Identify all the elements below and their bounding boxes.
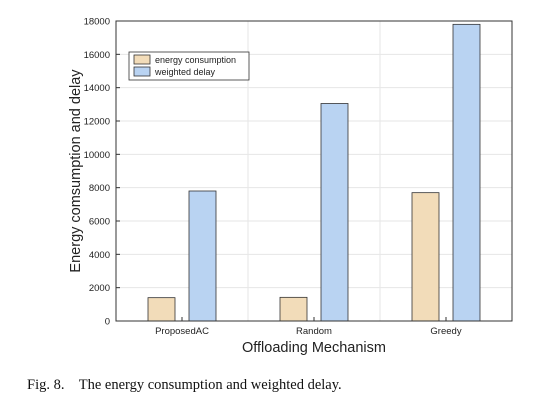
- caption-label: Fig. 8.: [27, 377, 65, 393]
- y-tick-label: 16000: [84, 50, 110, 61]
- bar-weighted-delay: [452, 23, 481, 322]
- bar-energy-consumption: [279, 296, 308, 322]
- y-tick-label: 6000: [89, 217, 110, 228]
- grid-lines: [116, 21, 512, 321]
- y-tick-label: 0: [105, 317, 110, 328]
- y-tick-label: 14000: [84, 83, 110, 94]
- legend: energy consumption weighted delay: [128, 51, 250, 81]
- y-axis-label: Energy comsumption and delay: [68, 69, 84, 273]
- caption-text: The energy consumption and weighted dela…: [78, 377, 342, 393]
- x-axis-ticks: ProposedAC Random Greedy: [155, 317, 462, 337]
- bar-weighted-delay: [188, 190, 217, 322]
- x-tick-label: ProposedAC: [155, 326, 209, 337]
- legend-label: energy consumption: [155, 55, 236, 65]
- bar-energy-consumption: [147, 297, 176, 322]
- bar-energy-consumption: [411, 192, 440, 322]
- bar-weighted-delay: [320, 103, 349, 322]
- x-tick-label: Random: [296, 326, 332, 337]
- y-tick-label: 12000: [84, 117, 110, 128]
- y-tick-label: 18000: [84, 17, 110, 28]
- y-tick-label: 8000: [89, 183, 110, 194]
- x-tick-label: Greedy: [430, 326, 461, 337]
- y-axis-ticks: 0 2000 4000 6000 8000 10000 12000 14000 16000 180…: [84, 17, 120, 328]
- legend-swatch: [133, 54, 151, 65]
- y-tick-label: 10000: [84, 150, 110, 161]
- x-axis-label: Offloading Mechanism: [242, 340, 386, 356]
- legend-swatch: [133, 66, 151, 77]
- y-tick-label: 2000: [89, 283, 110, 294]
- legend-label: weighted delay: [154, 67, 216, 77]
- bars: [147, 23, 481, 322]
- y-tick-label: 4000: [89, 250, 110, 261]
- figure-caption: Fig. 8. The energy consumption and weigh…: [27, 377, 342, 394]
